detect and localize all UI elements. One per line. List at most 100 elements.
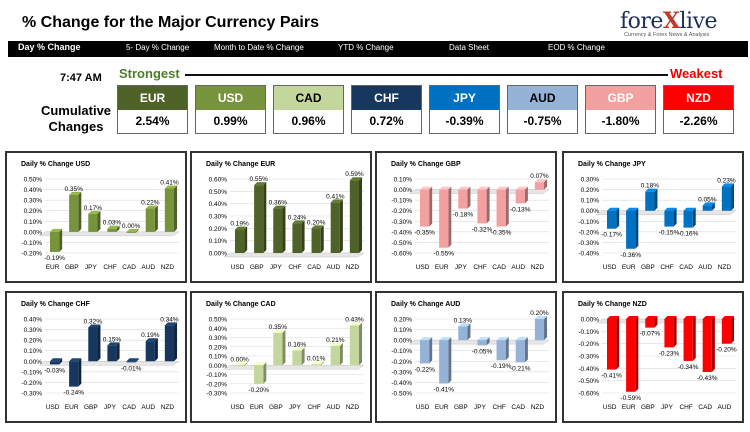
x-tick-label: CAD (122, 264, 136, 271)
bar-top (107, 342, 120, 346)
bar-side (673, 207, 677, 227)
x-tick-label: AUD (141, 264, 155, 271)
y-tick-label: 0.30% (209, 214, 228, 221)
chart-usd: -0.20% -0.10% 0.00% 0.10% 0.20% 0.30% 0.40% 0.5… (21, 177, 180, 271)
x-tick-label: JPY (270, 264, 283, 271)
chart-panel-cad: Daily % Change CAD -0.30% -0.20% -0.10% 0.0… (190, 291, 372, 423)
bar-side (154, 338, 158, 362)
bar (664, 319, 674, 348)
bar-top (702, 202, 715, 206)
data-label: -0.32% (472, 226, 493, 233)
bar-side (154, 205, 158, 232)
bar (107, 345, 117, 362)
bar-side (282, 329, 286, 366)
bar-side (97, 324, 101, 362)
bar (439, 340, 449, 384)
x-tick-label: JPY (85, 264, 98, 271)
bar-top (683, 207, 696, 211)
bar (515, 189, 525, 204)
x-tick-label: EUR (46, 264, 60, 271)
bar-side (635, 316, 639, 392)
nav-ytd-change[interactable]: YTD % Change (338, 43, 394, 52)
chart-aud: -0.50% -0.40% -0.30% -0.20% -0.10% 0.00% 0.10%… (391, 310, 550, 411)
chart-panel-nzd: Daily % Change NZD -0.60% -0.50% -0.40% -0.… (562, 291, 744, 423)
bar (311, 228, 321, 253)
nav-month-to-date-change[interactable]: Month to Date % Change (214, 43, 304, 52)
chart-eur: 0.00% 0.10% 0.20% 0.30% 0.40% 0.50% 0.60% 0.19%… (209, 171, 365, 271)
currency-code: AUD (508, 86, 577, 110)
bar-top (477, 186, 490, 190)
data-label: -0.01% (121, 365, 142, 372)
bar-top (292, 347, 305, 351)
x-tick-label: NZD (161, 264, 175, 271)
currency-box-chf: CHF 0.72% (351, 85, 422, 134)
forexlive-logo[interactable]: foreXlive Currency & Forex News & Analys… (620, 8, 730, 40)
chart-title: Daily % Change JPY (578, 161, 646, 168)
y-tick-label: -0.60% (391, 251, 412, 258)
data-label: 0.55% (249, 176, 268, 183)
data-label: 0.34% (160, 316, 179, 323)
bar-side (692, 207, 696, 228)
bar-side (135, 358, 139, 363)
y-tick-label: -0.10% (578, 329, 599, 336)
x-tick-label: NZD (161, 404, 175, 411)
bar-top (88, 324, 101, 328)
bar (645, 191, 655, 211)
bar-top (164, 185, 178, 189)
nav-day-change[interactable]: Day % Change (18, 42, 81, 52)
data-label: 0.15% (103, 336, 122, 343)
y-tick-label: -0.10% (391, 198, 412, 205)
bar-side (244, 226, 248, 253)
y-tick-label: 0.00% (24, 359, 43, 366)
logo-text-rest: live (679, 9, 718, 34)
data-label: 0.41% (326, 193, 345, 200)
x-tick-label: GBP (269, 404, 283, 411)
y-tick-label: -0.10% (391, 348, 412, 355)
page-title: % Change for the Major Currency Pairs (22, 14, 319, 31)
bar-top (683, 316, 696, 319)
bar-top (645, 188, 658, 192)
bar (477, 340, 487, 346)
x-tick-label: AUD (141, 404, 155, 411)
x-tick-label: JPY (455, 264, 468, 271)
y-tick-label: -0.30% (391, 219, 412, 226)
bar-top (534, 316, 548, 319)
nav-5day-change[interactable]: 5- Day % Change (126, 43, 190, 52)
y-tick-label: 0.50% (209, 317, 228, 324)
bar-top (88, 210, 101, 214)
chart-floor (223, 252, 365, 258)
bar-side (320, 225, 324, 253)
y-tick-label: 0.20% (209, 344, 228, 351)
data-label: 0.22% (141, 200, 160, 207)
x-tick-label: CHF (103, 264, 116, 271)
y-tick-label: -0.20% (578, 341, 599, 348)
data-label: 0.36% (269, 200, 288, 207)
x-tick-label: CAD (679, 264, 693, 271)
bar (330, 202, 340, 253)
x-tick-label: JPY (474, 404, 487, 411)
bar (683, 319, 693, 361)
nav-eod-change[interactable]: EOD % Change (548, 43, 605, 52)
bar-side (78, 191, 82, 232)
bar (88, 213, 98, 232)
bar (69, 361, 79, 387)
bar-side (711, 202, 715, 211)
chart-panel-gbp: Daily % Change GBP -0.60% -0.50% -0.40% -0.… (375, 151, 557, 283)
bar-side (301, 220, 305, 253)
y-tick-label: -0.50% (391, 240, 412, 247)
bar-side (692, 316, 696, 361)
chart-title: Daily % Change AUD (391, 301, 461, 308)
data-label: 0.13% (454, 317, 473, 324)
currency-box-gbp: GBP -1.80% (585, 85, 656, 134)
y-tick-label: 0.20% (394, 317, 413, 324)
y-tick-label: 0.00% (394, 187, 413, 194)
y-tick-label: 0.00% (581, 317, 600, 324)
bar-side (711, 316, 715, 373)
y-tick-label: -0.20% (391, 208, 412, 215)
x-tick-label: NZD (531, 404, 545, 411)
bar (145, 208, 155, 232)
bar-top (49, 228, 63, 232)
x-tick-label: EUR (435, 404, 449, 411)
nav-data-sheet[interactable]: Data Sheet (449, 43, 490, 52)
data-label: 0.21% (326, 337, 345, 344)
